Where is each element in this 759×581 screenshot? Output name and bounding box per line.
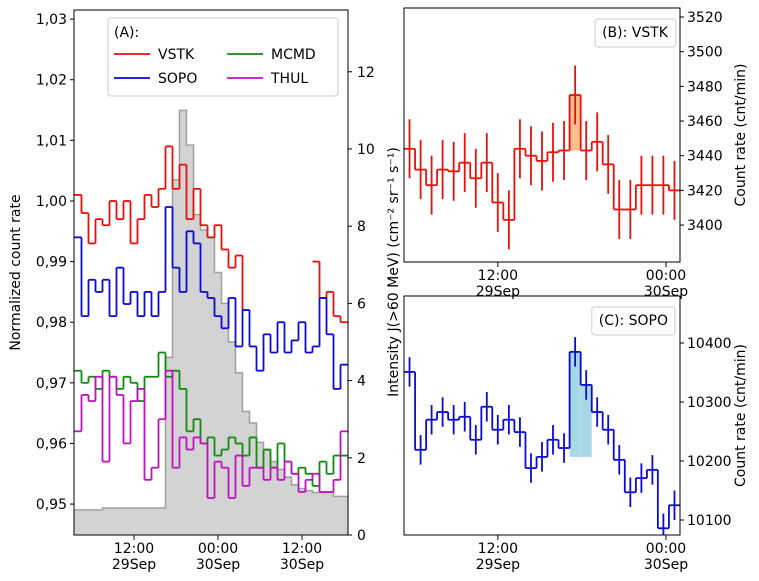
- axes-frame: [73, 9, 349, 536]
- y-tick-label: 1,03: [36, 12, 67, 28]
- intensity-bar: [186, 145, 194, 535]
- intensity-bar: [88, 509, 96, 535]
- intensity-bar: [116, 507, 124, 535]
- title-box: [591, 306, 676, 336]
- intensity-bar: [81, 509, 89, 535]
- intensity-bar: [263, 450, 271, 535]
- x-tick-label: 00:00 30Sep: [643, 541, 689, 573]
- intensity-bar: [326, 492, 334, 535]
- y2-tick-label: 10: [357, 142, 375, 158]
- intensity-bar: [158, 507, 166, 535]
- intensity-bar: [228, 341, 236, 535]
- intensity-bar: [284, 477, 292, 535]
- x-tick-label: 12:00 29Sep: [475, 268, 520, 300]
- intensity-bar: [130, 507, 138, 535]
- y-tick-label: 1,01: [36, 133, 67, 149]
- intensity-bar: [277, 469, 285, 535]
- y-axis-label: Count rate (cnt/min): [733, 63, 749, 206]
- intensity-bar: [312, 492, 320, 535]
- y-axis-label: Normalized count rate: [8, 194, 24, 350]
- legend-title: (A):: [114, 25, 139, 41]
- y2-tick-label: 4: [357, 374, 366, 390]
- legend-label: VSTK: [158, 47, 195, 63]
- legend-label: THUL: [270, 71, 308, 87]
- y-tick-label: 3480: [687, 79, 723, 95]
- intensity-bar: [235, 372, 243, 535]
- intensity-bar: [109, 507, 117, 535]
- y-axis-label: Count rate (cnt/min): [733, 344, 749, 487]
- intensity-bar: [144, 507, 152, 535]
- y-tick-label: 0,95: [36, 497, 67, 513]
- intensity-bar: [305, 490, 313, 535]
- legend-label: MCMD: [271, 47, 316, 63]
- highlight-bar: [580, 384, 592, 457]
- intensity-bar: [298, 488, 306, 535]
- legend-label: SOPO: [158, 71, 197, 87]
- y-tick-label: 10200: [687, 454, 732, 470]
- axes-frame: [403, 7, 681, 263]
- intensity-bar: [256, 442, 264, 535]
- y-tick-label: 3420: [687, 183, 723, 199]
- x-tick-label: 12:00 29Sep: [111, 541, 157, 573]
- intensity-bar: [242, 411, 250, 535]
- intensity-bar: [193, 214, 201, 535]
- y2-tick-label: 2: [357, 451, 366, 467]
- intensity-bar: [200, 230, 208, 535]
- x-tick-label: 00:00 30Sep: [643, 268, 689, 300]
- legend-box: [107, 17, 339, 97]
- intensity-bar: [179, 110, 187, 535]
- intensity-bar: [340, 496, 348, 535]
- intensity-bar: [151, 507, 159, 535]
- y2-tick-label: 12: [357, 65, 375, 81]
- plot-area: [74, 109, 348, 535]
- plot-area: [404, 65, 680, 250]
- y2-axis-label: Intensity J(>60 MeV) (cm⁻² sr⁻¹ s⁻¹): [386, 147, 402, 397]
- panel-title: (B): VSTK: [602, 25, 669, 41]
- intensity-bar: [74, 509, 82, 535]
- plot-area: [404, 337, 680, 535]
- intensity-bar: [95, 509, 103, 535]
- intensity-bar: [102, 507, 110, 535]
- intensity-bar: [165, 357, 173, 535]
- y-tick-label: 0,97: [36, 376, 67, 392]
- intensity-bar: [207, 237, 215, 535]
- y2-tick-label: 6: [357, 296, 366, 312]
- intensity-bar: [319, 492, 327, 535]
- y-tick-label: 0,98: [36, 315, 67, 331]
- y-tick-label: 10100: [687, 513, 732, 529]
- intensity-bar: [214, 272, 222, 535]
- y2-tick-label: 8: [357, 219, 366, 235]
- intensity-bar: [249, 423, 257, 535]
- title-box: [594, 18, 677, 48]
- intensity-bar: [221, 303, 229, 535]
- intensity-bar: [291, 484, 299, 535]
- y2-tick-label: 0: [357, 528, 366, 544]
- y-tick-label: 0,99: [36, 255, 67, 271]
- y-tick-label: 3500: [687, 45, 723, 61]
- x-tick-label: 12:00 30Sep: [279, 541, 325, 573]
- intensity-bar: [123, 507, 131, 535]
- y-tick-label: 0,96: [36, 436, 67, 452]
- y-tick-label: 3520: [687, 10, 723, 26]
- highlight-bar: [569, 351, 581, 457]
- x-tick-label: 12:00 29Sep: [475, 541, 520, 573]
- y-tick-label: 10400: [687, 336, 732, 352]
- panel-title: (C): SOPO: [599, 313, 668, 329]
- intensity-bar: [333, 496, 341, 535]
- y-tick-label: 1,00: [36, 194, 67, 210]
- x-tick-label: 00:00 30Sep: [195, 541, 241, 573]
- intensity-bar: [137, 507, 145, 535]
- y-tick-label: 3460: [687, 114, 723, 130]
- y-tick-label: 3400: [687, 218, 723, 234]
- axes-frame: [403, 295, 681, 536]
- intensity-bar: [172, 179, 180, 535]
- y-tick-label: 10300: [687, 395, 732, 411]
- y-tick-label: 1,02: [36, 73, 67, 89]
- intensity-bar: [270, 461, 278, 535]
- y-tick-label: 3440: [687, 149, 723, 165]
